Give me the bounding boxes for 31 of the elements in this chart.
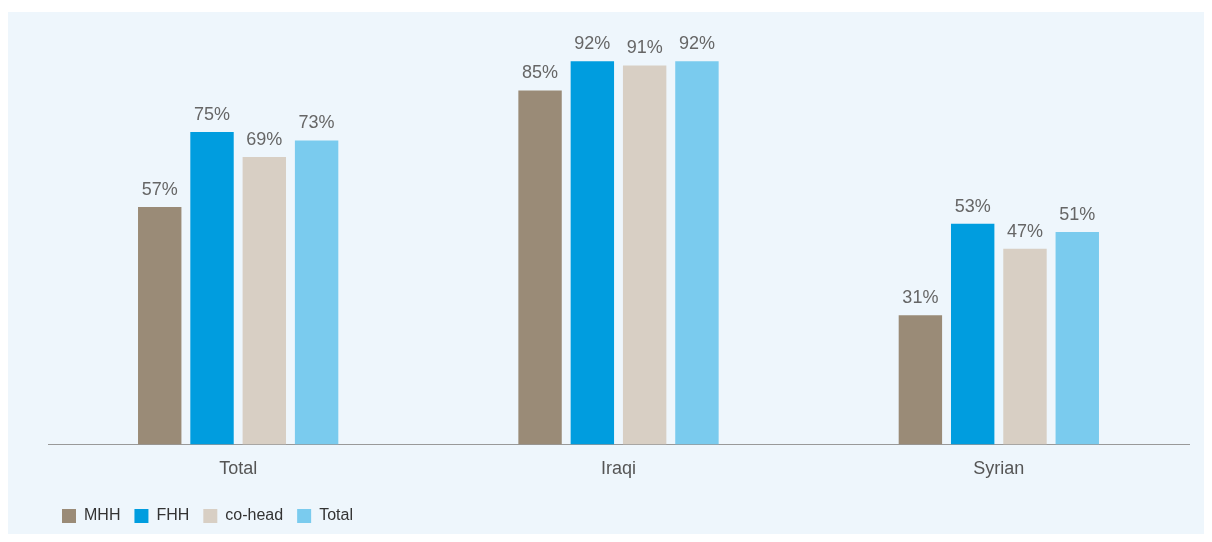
data-label: 75%	[194, 104, 231, 125]
legend-label: FHH	[156, 506, 190, 524]
legend-label: MHH	[84, 506, 121, 524]
bar	[570, 61, 615, 445]
data-label: 53%	[954, 195, 991, 216]
bar	[1055, 232, 1099, 445]
bar	[138, 207, 182, 445]
bar	[294, 140, 339, 445]
data-label: 31%	[902, 287, 939, 308]
data-label: 92%	[574, 33, 611, 54]
legend-label: Total	[319, 506, 353, 524]
data-label: 85%	[522, 62, 559, 83]
legend-label: co-head	[225, 506, 284, 524]
data-label: 73%	[298, 112, 335, 133]
bar	[675, 61, 719, 445]
data-label: 51%	[1059, 204, 1096, 224]
data-label: 92%	[678, 33, 715, 54]
bar	[242, 157, 287, 445]
bar	[1003, 248, 1047, 445]
data-label: 91%	[626, 37, 663, 58]
data-label: 69%	[246, 129, 283, 150]
x-tick-label: Total	[219, 458, 258, 479]
bar	[190, 132, 234, 445]
bar	[622, 65, 667, 445]
x-tick-label: Iraqi	[600, 458, 637, 479]
bar	[518, 90, 562, 445]
data-label: 47%	[1006, 220, 1043, 241]
bar	[950, 223, 995, 445]
x-tick-label: Syrian	[973, 458, 1025, 479]
bar	[898, 315, 943, 445]
data-label: 57%	[141, 179, 178, 200]
